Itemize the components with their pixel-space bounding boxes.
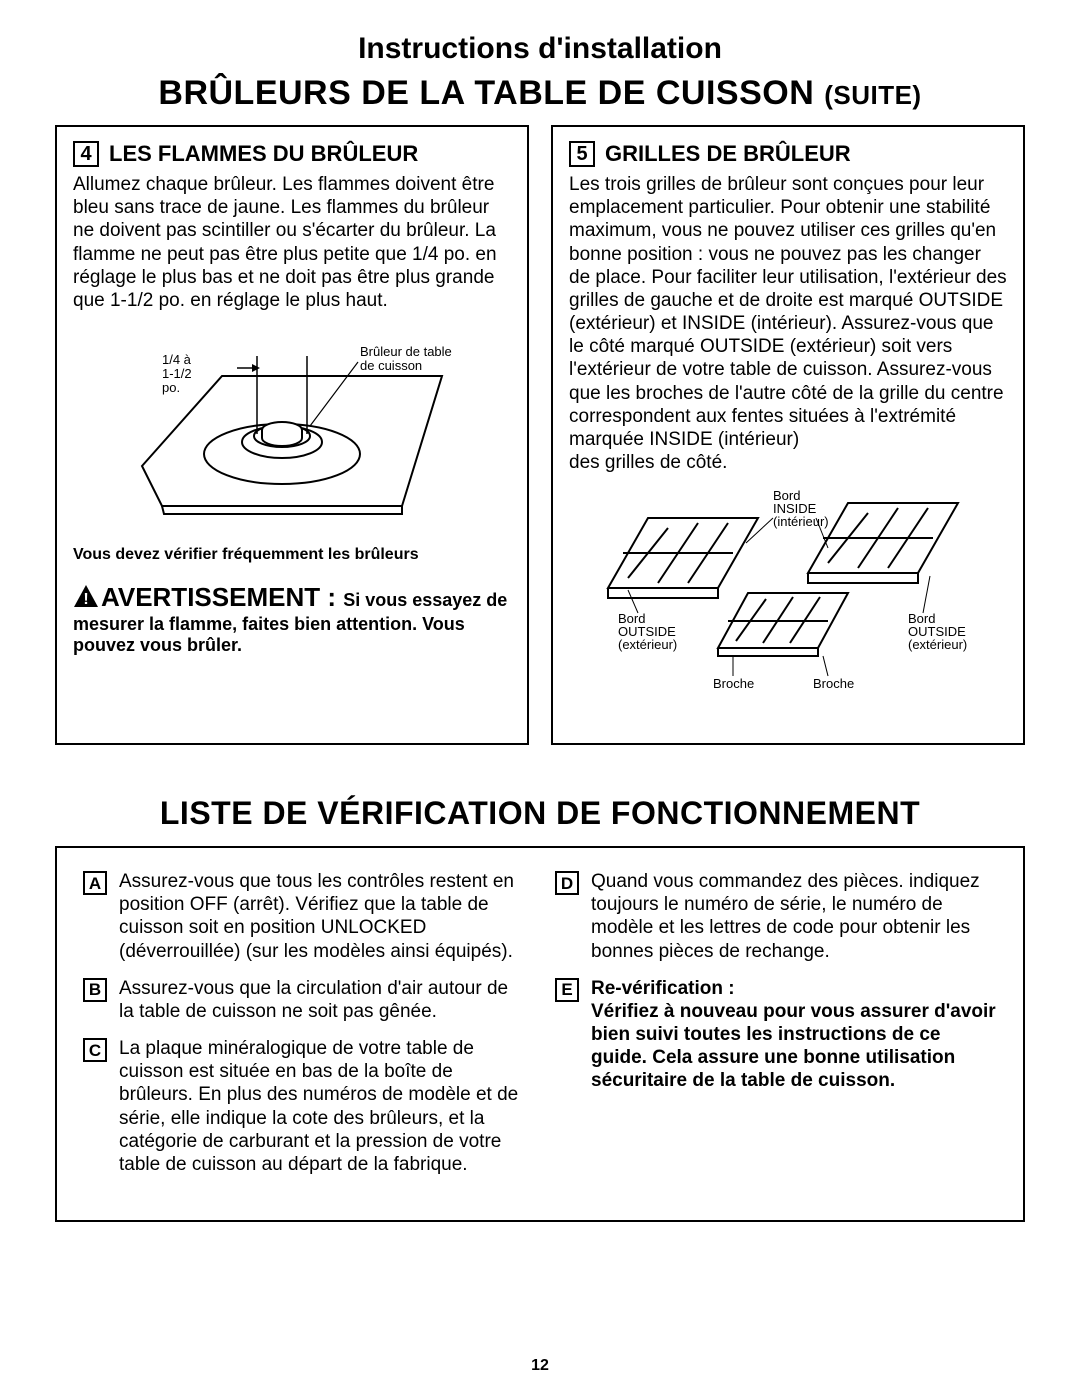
check-letter-b: B <box>83 978 107 1002</box>
warning-icon: ! <box>73 584 99 614</box>
section-5-heading-text: GRILLES DE BRÛLEUR <box>605 141 851 167</box>
checklist-col-left: A Assurez-vous que tous les contrôles re… <box>83 870 525 1190</box>
check-letter-e: E <box>555 978 579 1002</box>
grate-broche-r: Broche <box>813 676 854 691</box>
step-number-5: 5 <box>569 141 595 167</box>
burner-figure: 1/4 à 1-1/2 po. Brûleur de table de cuis… <box>73 326 511 536</box>
section-5-body: Les trois grilles de brûleur sont conçue… <box>569 173 1007 451</box>
page-number: 12 <box>0 1357 1080 1375</box>
section-4-heading: 4 LES FLAMMES DU BRÛLEUR <box>73 141 511 167</box>
check-text-d: Quand vous commandez des pièces. indique… <box>591 870 997 963</box>
checklist-col-right: D Quand vous commandez des pièces. indiq… <box>555 870 997 1190</box>
main-title: BRÛLEURS DE LA TABLE DE CUISSON (SUITE) <box>55 74 1025 113</box>
check-item-d: D Quand vous commandez des pièces. indiq… <box>555 870 997 963</box>
fig-left-label-a: 1/4 à <box>162 352 192 367</box>
check-text-a: Assurez-vous que tous les contrôles rest… <box>119 870 525 963</box>
fig-left-label-b: 1-1/2 <box>162 366 192 381</box>
check-letter-c: C <box>83 1038 107 1062</box>
checklist-box: A Assurez-vous que tous les contrôles re… <box>55 846 1025 1222</box>
grate-inside-c: (intérieur) <box>773 514 829 529</box>
check-e-lead: Re-vérification : <box>591 978 735 999</box>
main-title-a: BRÛLEURS DE LA TABLE DE CUISSON <box>158 74 824 112</box>
section-4-heading-text: LES FLAMMES DU BRÛLEUR <box>109 141 418 167</box>
section-5-heading: 5 GRILLES DE BRÛLEUR <box>569 141 1007 167</box>
fig-right-label-b: de cuisson <box>360 358 422 373</box>
main-title-suite: (SUITE) <box>824 80 921 110</box>
check-text-b: Assurez-vous que la circulation d'air au… <box>119 977 525 1023</box>
grate-out-right-c: (extérieur) <box>908 637 967 652</box>
check-item-e: E Re-vérification :Vérifiez à nouveau po… <box>555 977 997 1093</box>
check-letter-a: A <box>83 871 107 895</box>
fig-right-label-a: Brûleur de table <box>360 344 452 359</box>
svg-text:!: ! <box>83 591 88 608</box>
grate-out-left-c: (extérieur) <box>618 637 677 652</box>
section-4-body: Allumez chaque brûleur. Les flammes doiv… <box>73 173 511 312</box>
section-5-body2: des grilles de côté. <box>569 451 1007 474</box>
check-letter-d: D <box>555 871 579 895</box>
check-item-c: C La plaque minéralogique de votre table… <box>83 1037 525 1176</box>
two-column-region: 4 LES FLAMMES DU BRÛLEUR Allumez chaque … <box>55 125 1025 745</box>
checklist-title: LISTE DE VÉRIFICATION DE FONCTIONNEMENT <box>55 795 1025 832</box>
section-4-box: 4 LES FLAMMES DU BRÛLEUR Allumez chaque … <box>55 125 529 745</box>
check-e-body: Vérifiez à nouveau pour vous assurer d'a… <box>591 1001 996 1092</box>
check-item-a: A Assurez-vous que tous les contrôles re… <box>83 870 525 963</box>
section-5-box: 5 GRILLES DE BRÛLEUR Les trois grilles d… <box>551 125 1025 745</box>
page-header: Instructions d'installation <box>55 32 1025 66</box>
section-4-caption: Vous devez vérifier fréquemment les brûl… <box>73 546 511 564</box>
grate-broche-l: Broche <box>713 676 754 691</box>
step-number-4: 4 <box>73 141 99 167</box>
fig-left-label-c: po. <box>162 380 180 395</box>
check-text-c: La plaque minéralogique de votre table d… <box>119 1037 525 1176</box>
grate-figure: Bord INSIDE (intérieur) Bord OUTSIDE (ex… <box>569 488 1007 708</box>
warning-lead: AVERTISSEMENT : <box>101 582 343 612</box>
check-text-e: Re-vérification :Vérifiez à nouveau pour… <box>591 977 997 1093</box>
warning-block: ! AVERTISSEMENT : Si vous essayez de mes… <box>73 582 511 657</box>
check-item-b: B Assurez-vous que la circulation d'air … <box>83 977 525 1023</box>
